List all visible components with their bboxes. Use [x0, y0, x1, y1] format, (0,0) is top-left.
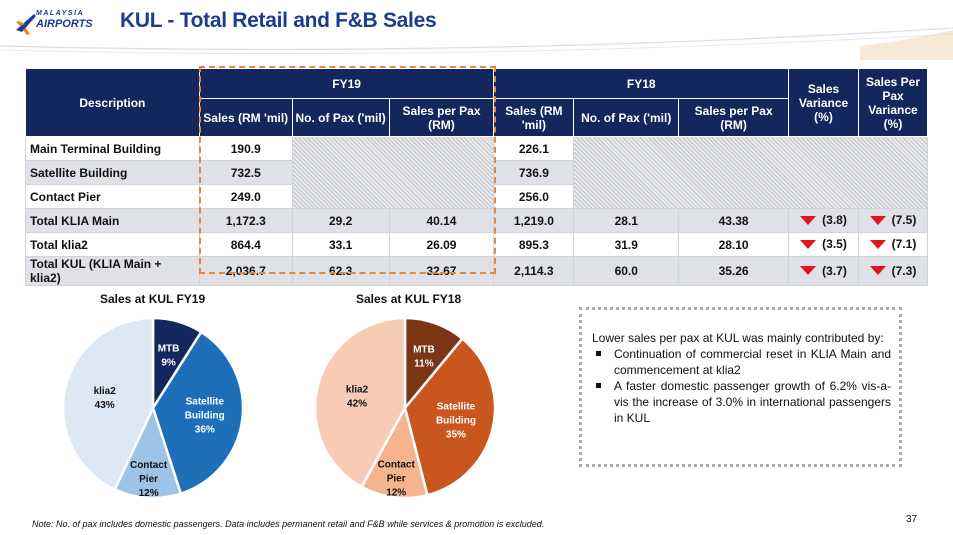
spp-variance: (7.1) [857, 232, 929, 257]
pie-slice-satellite-building [151, 330, 245, 496]
pie-chart-fy19: MTB 9% Satellite Building 36% Contact Pier 12% k… [61, 316, 245, 500]
header-fy18-spp: Sales per Pax (RM) [678, 98, 790, 137]
header-spp-variance: Sales Per Pax Variance (%) [857, 68, 929, 137]
header-fy19-sales: Sales (RM 'mil) [198, 98, 293, 137]
fy19-spp: 40.14 [388, 208, 495, 233]
fy19-pax: 29.2 [291, 208, 390, 233]
pie-slice-klia2 [313, 316, 407, 489]
commentary-bullet: Continuation of commercial reset in KLIA… [592, 346, 891, 378]
row-desc: Total KUL (KLIA Main + klia2) [25, 256, 200, 286]
fy19-sales: 2,036.7 [198, 256, 293, 286]
spp-variance-value: (7.3) [891, 263, 917, 278]
fy19-sales: 249.0 [198, 184, 293, 209]
commentary-list: Continuation of commercial reset in KLIA… [592, 346, 891, 426]
fy19-sales: 864.4 [198, 232, 293, 257]
pie-slice-contact-pier [359, 404, 429, 500]
spp-variance: (7.3) [857, 256, 929, 286]
header-fy18: FY18 [493, 68, 790, 99]
row-desc: Total KLIA Main [25, 208, 200, 233]
malaysia-airports-logo: MALAYSIA AIRPORTS [14, 8, 106, 38]
header-fy19-pax: No. of Pax ('mil) [291, 98, 390, 137]
commentary-box: Lower sales per pax at KUL was mainly co… [579, 307, 902, 467]
pie-title-fy18: Sales at KUL FY18 [356, 292, 462, 306]
pie-slice-satellite-building [403, 336, 497, 497]
pie-label: klia2 43% [94, 386, 117, 411]
sales-variance: (3.5) [788, 232, 859, 257]
pie-label: Satellite Building 35% [436, 401, 476, 440]
hatched-cell [573, 136, 928, 209]
fy19-pax: 33.1 [291, 232, 390, 257]
pie-label: Contact Pier 12% [378, 460, 416, 499]
down-arrow-icon [869, 239, 886, 249]
airplane-logo-icon [16, 14, 36, 35]
spp-variance-value: (7.1) [891, 237, 917, 252]
commentary-bullet: A faster domestic passenger growth of 6.… [592, 378, 891, 426]
row-desc: Contact Pier [25, 184, 200, 209]
pie-title-fy19: Sales at KUL FY19 [100, 292, 206, 306]
fy18-pax: 31.9 [573, 232, 680, 257]
fy18-sales: 256.0 [493, 184, 575, 209]
fy18-sales: 895.3 [493, 232, 575, 257]
fy19-spp: 32.67 [388, 256, 495, 286]
fy18-sales: 226.1 [493, 136, 575, 161]
pie-slice-contact-pier [113, 404, 183, 500]
pie-label: MTB 9% [158, 343, 180, 368]
fy19-sales: 732.5 [198, 160, 293, 185]
sales-variance-value: (3.5) [822, 237, 847, 252]
down-arrow-icon [800, 266, 817, 276]
hatched-cell [291, 136, 495, 209]
down-arrow-icon [869, 266, 886, 276]
row-desc: Main Terminal Building [25, 136, 200, 161]
fy18-spp: 35.26 [678, 256, 790, 286]
table-row: Total klia2 864.4 33.1 26.09 895.3 31.9 … [25, 232, 929, 257]
footnote: Note: No. of pax includes domestic passe… [32, 519, 545, 529]
page-number: 37 [906, 514, 918, 525]
sales-variance: (3.7) [788, 256, 859, 286]
header-description: Description [25, 68, 200, 137]
header-sales-variance: Sales Variance (%) [788, 68, 859, 137]
page-title: KUL - Total Retail and F&B Sales [120, 9, 437, 32]
table-row: Contact Pier 249.0 256.0 [25, 184, 928, 209]
fy19-spp: 26.09 [388, 232, 495, 257]
down-arrow-icon [869, 215, 886, 225]
logo-line2: AIRPORTS [36, 18, 93, 30]
spp-variance: (7.5) [857, 208, 929, 233]
sales-variance: (3.8) [788, 208, 859, 233]
sales-variance-value: (3.8) [822, 213, 847, 228]
fy18-spp: 43.38 [678, 208, 790, 233]
header-fy19: FY19 [198, 68, 495, 99]
pie-label: klia2 42% [346, 385, 369, 410]
row-desc: Satellite Building [25, 160, 200, 185]
header-fy18-sales: Sales (RM 'mil) [493, 98, 575, 137]
table-row: Total KLIA Main 1,172.3 29.2 40.14 1,219… [25, 208, 929, 233]
fy19-pax: 62.3 [291, 256, 390, 286]
fy18-pax: 28.1 [573, 208, 680, 233]
row-desc: Total klia2 [25, 232, 200, 257]
down-arrow-icon [800, 239, 817, 249]
down-arrow-icon [800, 215, 817, 225]
table-row: Main Terminal Building 190.9 226.1 [25, 136, 928, 209]
pie-label: Satellite Building 36% [185, 397, 225, 436]
pie-label: MTB 11% [413, 344, 435, 369]
fy18-pax: 60.0 [573, 256, 680, 286]
pie-slice-klia2 [61, 316, 155, 492]
sales-variance-value: (3.7) [822, 263, 847, 278]
fy18-sales: 2,114.3 [493, 256, 575, 286]
pie-chart-fy18: MTB 11% Satellite Building 35% Contact Pier 12%… [313, 316, 497, 500]
pie-label: Contact Pier 12% [130, 460, 168, 499]
fy19-sales: 1,172.3 [198, 208, 293, 233]
fy18-spp: 28.10 [678, 232, 790, 257]
header-decoration [0, 27, 953, 60]
header-fy19-spp: Sales per Pax (RM) [388, 98, 495, 137]
fy18-sales: 736.9 [493, 160, 575, 185]
fy18-sales: 1,219.0 [493, 208, 575, 233]
table-row: Total KUL (KLIA Main + klia2) 2,036.7 62… [25, 256, 929, 286]
spp-variance-value: (7.5) [891, 213, 917, 228]
header-fy18-pax: No. of Pax ('mil) [573, 98, 680, 137]
fy19-sales: 190.9 [198, 136, 293, 161]
commentary-intro: Lower sales per pax at KUL was mainly co… [592, 331, 884, 345]
sales-table: Description FY19 FY18 Sales Variance (%)… [25, 68, 929, 286]
logo-line1: MALAYSIA [36, 10, 85, 17]
table-row: Satellite Building 732.5 736.9 [25, 160, 928, 185]
